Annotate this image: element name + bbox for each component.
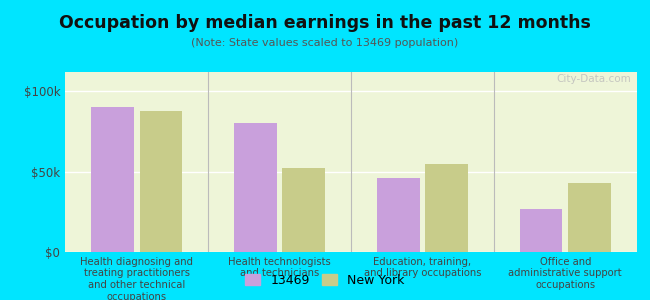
Bar [234, 123, 277, 252]
Legend: 13469, New York: 13469, New York [242, 270, 408, 291]
Bar [377, 178, 419, 252]
Bar [91, 107, 134, 252]
Text: (Note: State values scaled to 13469 population): (Note: State values scaled to 13469 popu… [191, 38, 459, 47]
Bar [425, 164, 468, 252]
Bar [283, 168, 325, 252]
Bar [568, 183, 611, 252]
Text: Occupation by median earnings in the past 12 months: Occupation by median earnings in the pas… [59, 14, 591, 32]
Text: City-Data.com: City-Data.com [556, 74, 631, 84]
Bar [140, 111, 183, 252]
Bar [519, 208, 562, 252]
